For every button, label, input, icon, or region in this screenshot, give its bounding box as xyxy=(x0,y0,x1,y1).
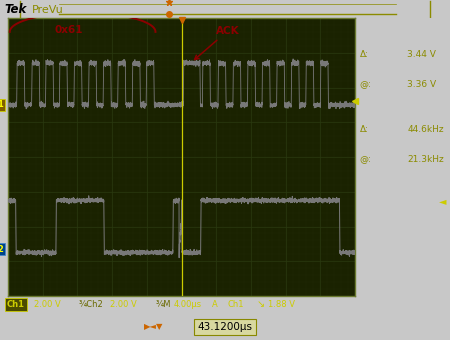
Text: ¾M: ¾M xyxy=(155,300,171,309)
Text: 1: 1 xyxy=(0,100,3,109)
Text: Ch1: Ch1 xyxy=(227,300,244,309)
Text: ¾Ch2: ¾Ch2 xyxy=(79,300,104,309)
Text: 4.00μs: 4.00μs xyxy=(173,300,202,309)
Text: 2.00 V: 2.00 V xyxy=(110,300,137,309)
Text: @:: @: xyxy=(360,155,372,164)
Text: 2: 2 xyxy=(0,244,3,254)
Text: 44.6kHz: 44.6kHz xyxy=(407,125,444,134)
Text: 2.00 V: 2.00 V xyxy=(34,300,60,309)
Text: Δ:: Δ: xyxy=(360,125,369,134)
Text: 21.3kHz: 21.3kHz xyxy=(407,155,444,164)
Text: A: A xyxy=(212,300,217,309)
Text: @:: @: xyxy=(360,80,372,89)
Text: PreVu: PreVu xyxy=(32,5,63,15)
Text: 0x61: 0x61 xyxy=(55,24,83,35)
Text: 3.44 V: 3.44 V xyxy=(407,50,436,58)
Text: ◄: ◄ xyxy=(439,197,446,206)
Text: 43.1200μs: 43.1200μs xyxy=(198,322,252,332)
Text: 1.88 V: 1.88 V xyxy=(268,300,295,309)
Text: Ch1: Ch1 xyxy=(7,300,25,309)
Text: 3.36 V: 3.36 V xyxy=(407,80,436,89)
Text: ACK: ACK xyxy=(194,26,240,60)
Text: Δ:: Δ: xyxy=(360,50,369,58)
Text: ↘: ↘ xyxy=(256,299,265,309)
Text: ▶◄▼: ▶◄▼ xyxy=(144,323,163,332)
Text: Tek: Tek xyxy=(4,3,27,16)
